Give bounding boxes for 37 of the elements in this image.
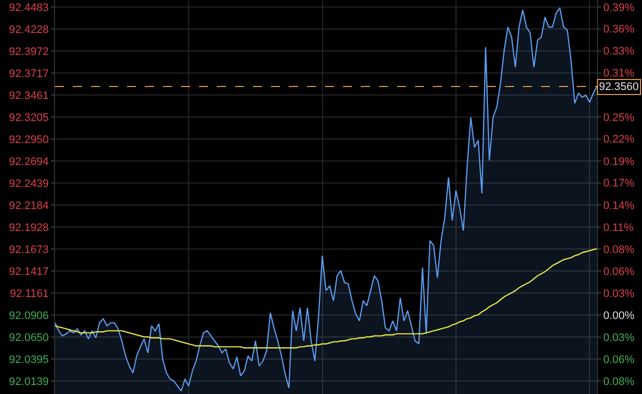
y-tick-label: 92.0906 [9,310,49,322]
y-tick-label: 92.2439 [9,178,49,190]
y-tick-label: 92.4228 [9,24,49,36]
y-tick-label: 92.3972 [9,46,49,58]
y-tick-label: 92.3205 [9,112,49,124]
y-tick-label: 92.1928 [9,222,49,234]
line-series [55,248,597,348]
y-tick-label: 92.2694 [9,156,49,168]
y2-tick-label: 0.33% [603,46,635,58]
y2-tick-label: 0.11% [603,222,634,234]
y2-tick-label: 0.06% [603,266,635,278]
y-tick-label: 92.3717 [9,68,49,80]
y2-tick-label: 0.06% [603,354,635,366]
y-tick-label: 92.1417 [9,266,49,278]
y-tick-label: 92.3461 [9,90,49,102]
y2-tick-label: 0.03% [603,288,635,300]
y2-tick-label: 0.22% [603,134,635,146]
y2-tick-label: 0.14% [603,200,635,212]
y-tick-label: 92.1673 [9,244,49,256]
y-tick-label: 92.1161 [10,288,49,300]
y2-tick-label: 0.19% [603,156,635,168]
y-tick-label: 92.0650 [9,332,49,344]
y-tick-label: 92.0395 [9,354,49,366]
y-tick-label: 92.4483 [9,2,49,14]
y2-tick-label: 0.31% [603,68,635,80]
y2-tick-label: 0.08% [603,376,635,388]
y-tick-label: 92.0139 [9,376,49,388]
y2-tick-label: 0.08% [603,244,635,256]
y2-tick-label: 0.39% [603,2,635,14]
y-tick-label: 92.2950 [9,134,49,146]
y-tick-label: 92.2184 [9,200,49,212]
y2-tick-label: 0.25% [603,112,635,124]
y2-tick-label: 0.00% [603,310,635,322]
y2-tick-label: 0.03% [603,332,635,344]
y2-tick-label: 0.17% [603,178,635,190]
ref-line-label: 92.3560 [599,81,639,93]
y2-tick-label: 0.36% [603,24,635,36]
